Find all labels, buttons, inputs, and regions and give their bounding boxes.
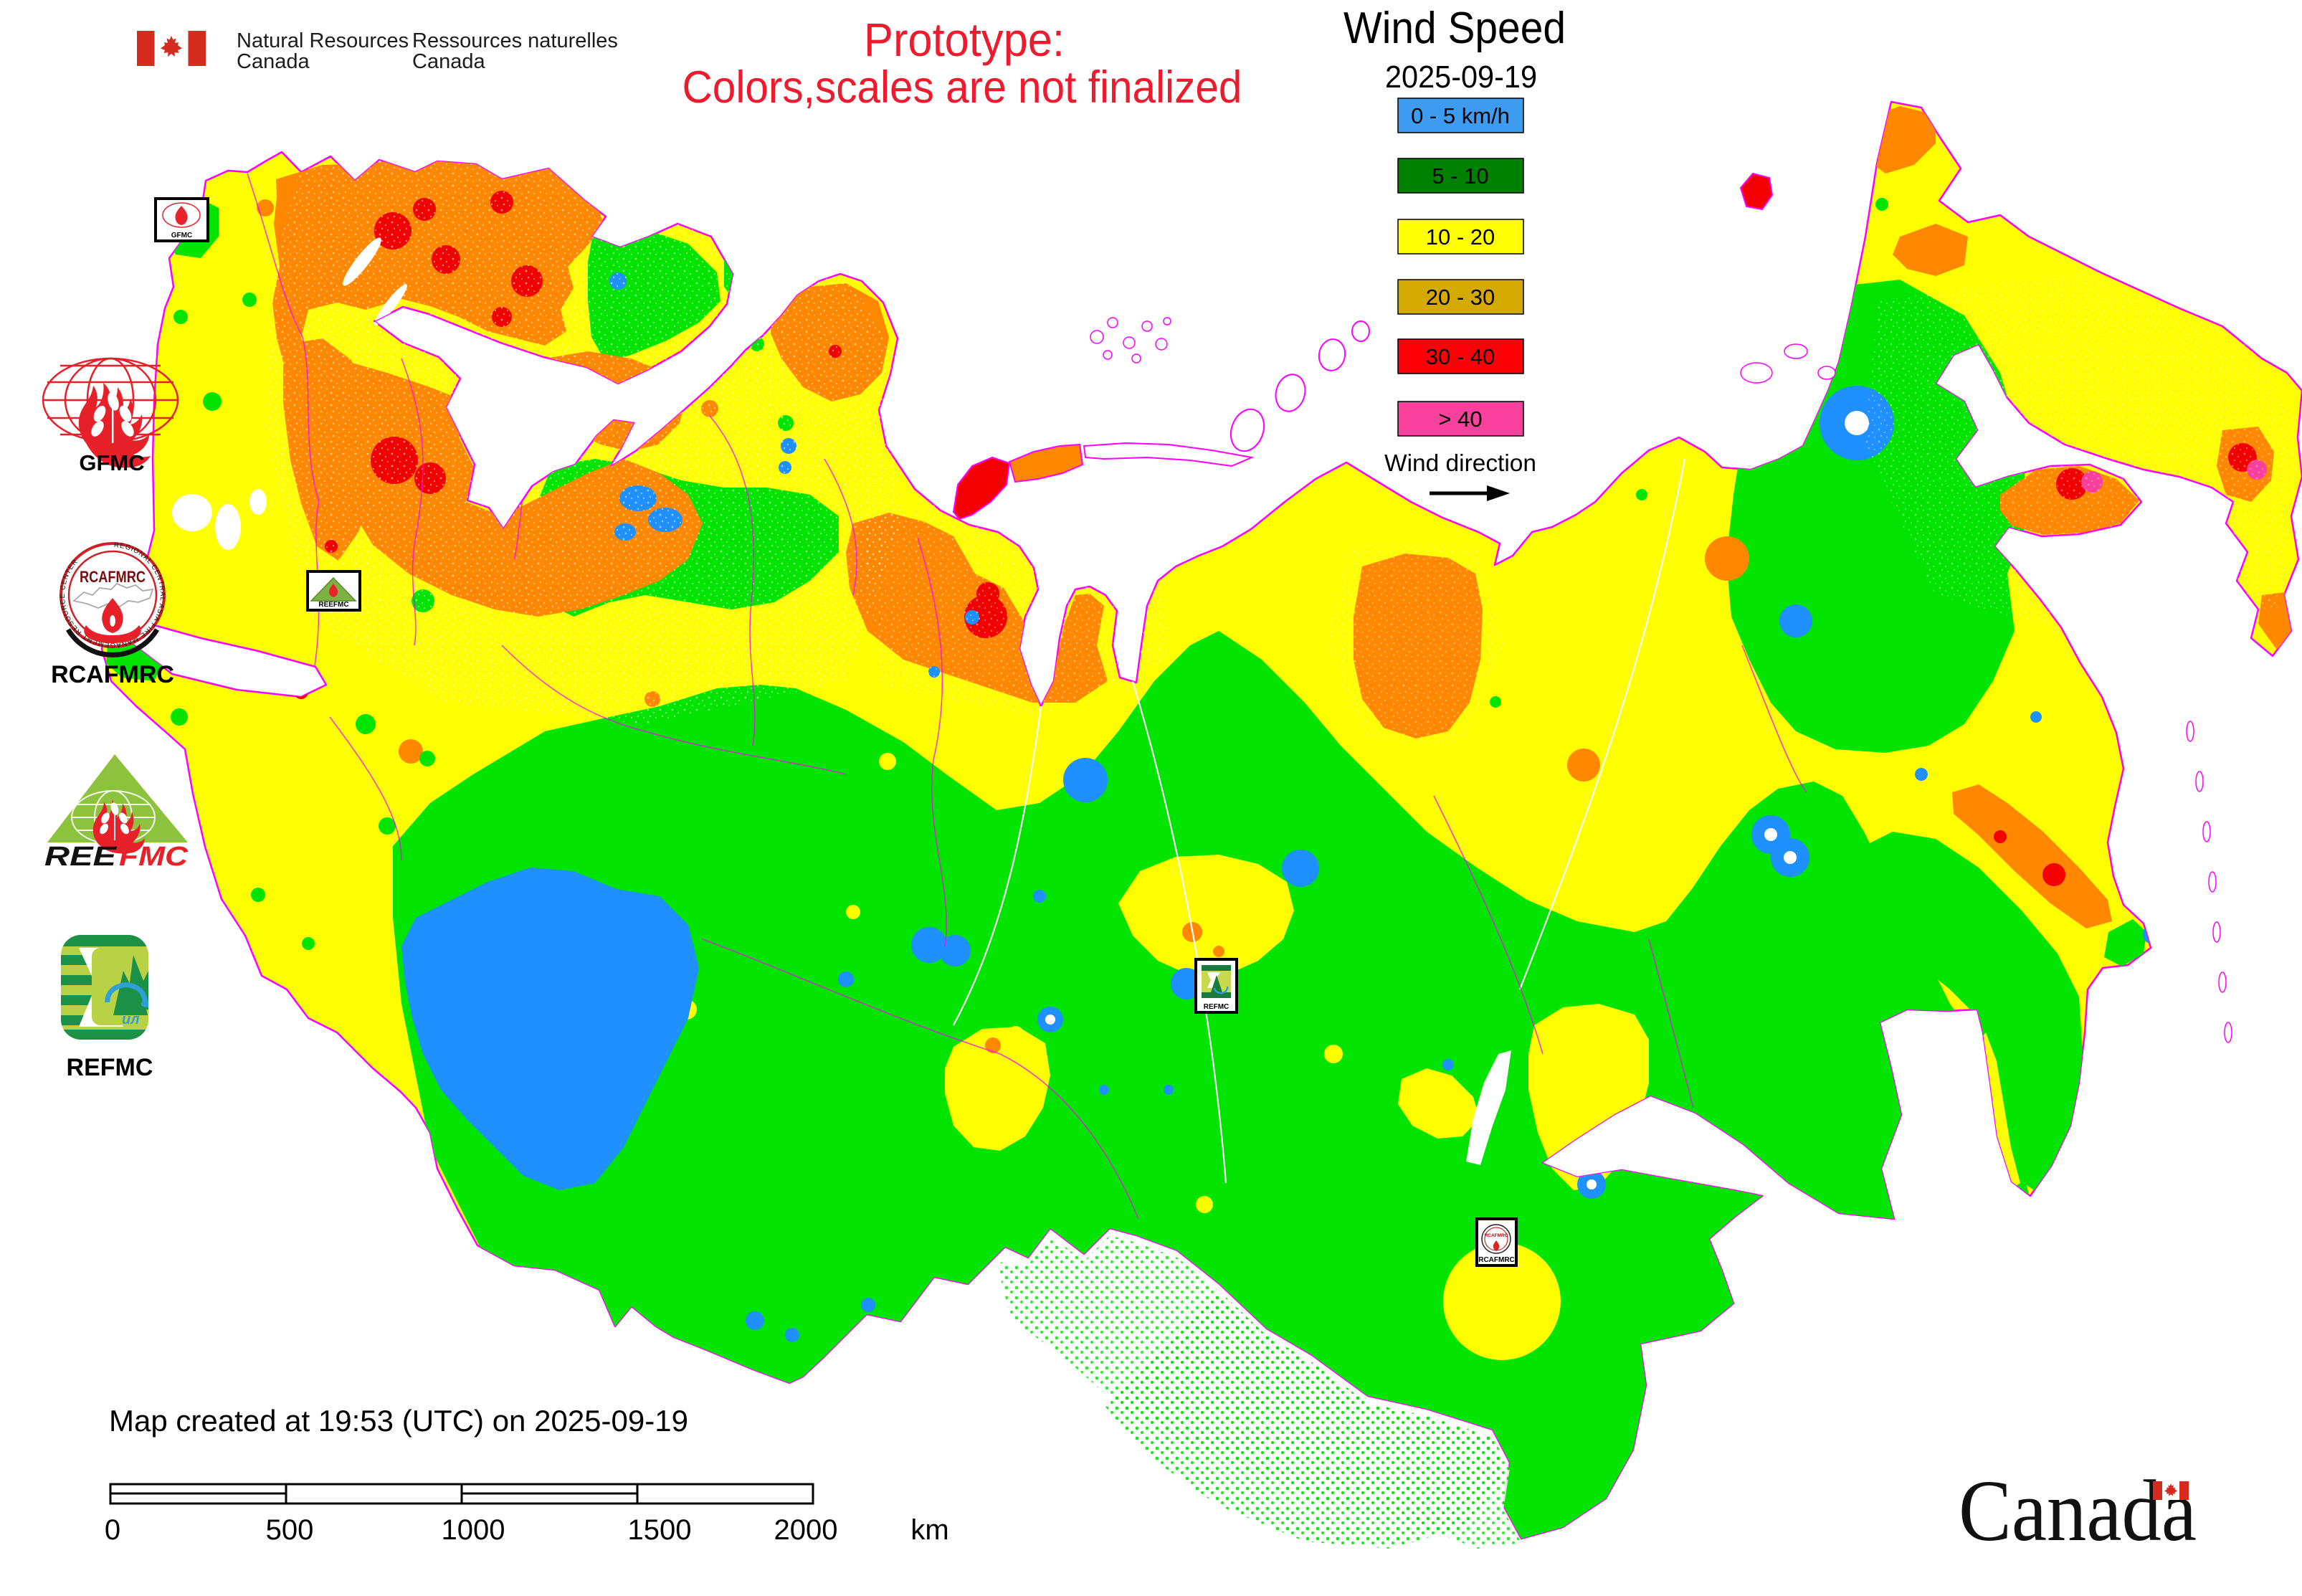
svg-text:Prototype:: Prototype: — [864, 13, 1065, 66]
svg-text:RCAFMRC: RCAFMRC — [1485, 1233, 1508, 1238]
svg-text:Canada: Canada — [1959, 1463, 2197, 1559]
svg-text:REE: REE — [44, 842, 118, 872]
svg-text:RCAFMRC: RCAFMRC — [51, 661, 174, 688]
svg-text:REFMC: REFMC — [1204, 1003, 1230, 1011]
svg-text:FMC: FMC — [119, 842, 189, 872]
svg-text:ил: ил — [122, 1012, 140, 1027]
svg-text:GFMC: GFMC — [171, 232, 192, 239]
svg-text:2000: 2000 — [774, 1514, 838, 1546]
svg-text:REFMC: REFMC — [67, 1054, 153, 1081]
svg-text:1500: 1500 — [628, 1514, 692, 1546]
svg-text:Map created at 19:53 (UTC) on: Map created at 19:53 (UTC) on 2025-09-19 — [109, 1404, 688, 1438]
svg-text:Ressources naturelles: Ressources naturelles — [412, 29, 618, 52]
svg-text:RCAFMRC: RCAFMRC — [80, 568, 146, 586]
svg-text:Canada: Canada — [412, 50, 485, 73]
svg-text:GFMC: GFMC — [79, 450, 144, 475]
svg-text:Wind Speed: Wind Speed — [1343, 4, 1566, 53]
svg-text:Canada: Canada — [237, 50, 310, 73]
svg-text:20 - 30: 20 - 30 — [1426, 285, 1495, 310]
svg-text:5 - 10: 5 - 10 — [1432, 163, 1488, 189]
svg-text:Wind direction: Wind direction — [1384, 450, 1536, 476]
svg-text:500: 500 — [266, 1514, 314, 1546]
svg-text:Colors,scales are not finalize: Colors,scales are not finalized — [682, 62, 1242, 113]
svg-text:0 - 5 km/h: 0 - 5 km/h — [1411, 103, 1510, 128]
svg-text:10 - 20: 10 - 20 — [1426, 224, 1495, 250]
svg-text:RCAFMRC: RCAFMRC — [1478, 1256, 1515, 1264]
svg-text:REEFMC: REEFMC — [318, 601, 348, 609]
svg-text:1000: 1000 — [442, 1514, 505, 1546]
svg-text:0: 0 — [105, 1514, 120, 1546]
svg-text:Natural Resources: Natural Resources — [237, 29, 409, 52]
svg-text:2025-09-19: 2025-09-19 — [1385, 60, 1537, 95]
svg-text:> 40: > 40 — [1438, 407, 1482, 432]
svg-text:km: km — [910, 1514, 948, 1546]
svg-text:30 - 40: 30 - 40 — [1426, 344, 1495, 369]
